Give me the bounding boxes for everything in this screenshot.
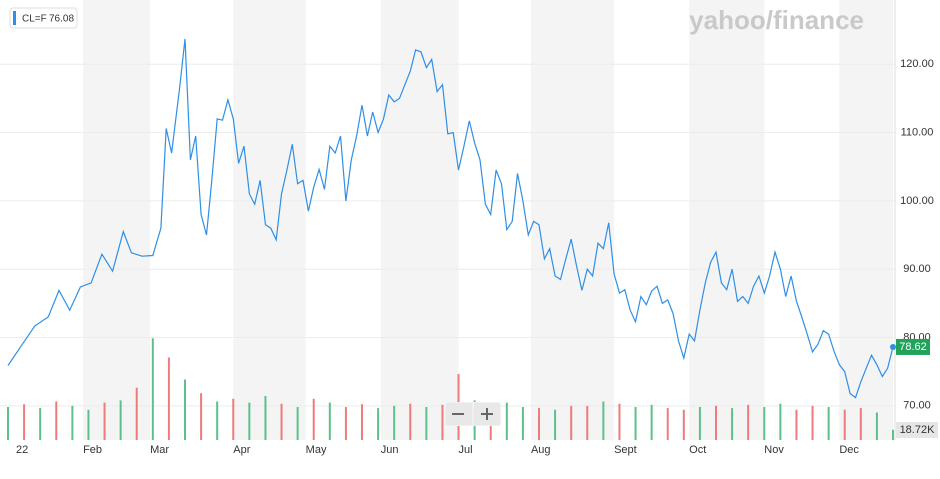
volume-bar <box>811 405 814 440</box>
volume-bar <box>344 407 347 440</box>
x-tick-label: Jun <box>381 444 399 456</box>
volume-bar <box>554 409 557 440</box>
quote-box <box>9 7 78 29</box>
volume-bar <box>7 407 9 440</box>
y-tick-label: 120.00 <box>900 58 934 70</box>
volume-bar <box>23 404 26 440</box>
volume-bar <box>184 379 186 440</box>
volume-bar <box>892 429 894 440</box>
volume-bar <box>71 405 74 440</box>
volume-bar <box>602 401 605 440</box>
volume-bar <box>167 357 170 440</box>
volume-bar <box>618 403 621 440</box>
volume-bar <box>441 404 444 440</box>
volume-bar <box>795 409 798 440</box>
x-tick-label: Mar <box>150 444 169 456</box>
volume-bar <box>103 402 106 440</box>
month-band <box>233 0 306 440</box>
volume-bar <box>87 409 90 440</box>
volume-bar <box>666 408 669 440</box>
volume-bar <box>859 408 862 440</box>
volume-bar <box>586 405 589 440</box>
labels: 22 Feb Mar Apr May Jun Jul Aug Sept Oct Nov Dec 70.0… <box>16 58 938 456</box>
volume-bar <box>409 403 412 440</box>
volume-bar <box>698 407 701 440</box>
volume-bar <box>328 402 331 440</box>
volume-bar <box>521 407 524 440</box>
volume-bar <box>200 393 203 440</box>
volume-bar <box>280 403 283 440</box>
volume-bar <box>843 409 846 440</box>
volume-bar <box>151 338 154 440</box>
price-line <box>7 38 894 399</box>
x-tick-label: Nov <box>764 444 784 456</box>
volume-bar <box>747 404 750 440</box>
y-tick-label: 110.00 <box>901 126 934 138</box>
volume-bar <box>296 407 299 440</box>
volume-bar <box>39 408 42 440</box>
volume-bar <box>875 412 878 440</box>
volume-bar <box>393 405 396 440</box>
quote-symbol: CL=F <box>22 14 47 25</box>
x-tick-label: 22 <box>16 444 28 456</box>
month-bands <box>83 0 893 440</box>
volume-bar <box>361 404 363 440</box>
month-band <box>83 0 151 440</box>
volume-tag <box>896 422 938 438</box>
volume-bar <box>312 398 315 440</box>
volume-bar <box>634 407 637 440</box>
volume-bar <box>425 407 428 440</box>
volume-bar <box>570 405 573 440</box>
x-tick-label: Dec <box>839 444 859 456</box>
y-tick-label: 90.00 <box>903 263 931 275</box>
last-price-tag <box>896 338 930 355</box>
volume-bar <box>264 396 267 440</box>
volume-bar <box>135 387 138 440</box>
last-point <box>890 343 896 350</box>
zoom-in[interactable] <box>474 403 500 425</box>
quote-marker <box>13 11 16 25</box>
x-tick-label: Aug <box>531 444 551 456</box>
month-band <box>530 0 615 440</box>
last-price-label: 78.62 <box>899 341 927 353</box>
volume-bar <box>538 408 540 440</box>
y-tick-label: 100.00 <box>900 195 934 207</box>
volume-bar <box>682 409 685 440</box>
volume-bar <box>119 400 122 440</box>
volume-bar <box>505 402 508 440</box>
volume-bar <box>779 403 782 440</box>
volume-bar <box>650 404 653 440</box>
x-tick-label: Apr <box>233 444 250 456</box>
volume-bar <box>715 405 717 440</box>
x-tick-label: May <box>306 444 327 456</box>
volume-bar <box>731 408 734 440</box>
volume-bar <box>232 398 235 440</box>
volume-bar <box>55 401 58 440</box>
volume-bar <box>216 401 219 440</box>
volume-bar <box>377 408 380 440</box>
volume-bar <box>827 407 830 440</box>
price <box>7 38 894 399</box>
quote-price: 76.08 <box>49 14 74 25</box>
zoom-out[interactable] <box>446 403 472 425</box>
month-band <box>689 0 765 440</box>
x-tick-label: Sept <box>614 444 637 456</box>
x-tick-label: Feb <box>83 444 102 456</box>
brand-logo: yahoo/finance <box>689 5 864 35</box>
month-band <box>839 0 893 440</box>
x-tick-label: Oct <box>689 444 706 456</box>
month-band <box>380 0 459 440</box>
x-tick-label: Jul <box>459 444 473 456</box>
volume-bar <box>248 402 251 440</box>
volume-bar <box>763 407 766 440</box>
volume <box>7 338 894 440</box>
y-tick-label: 70.00 <box>903 400 931 412</box>
volume-label: 18.72K <box>900 424 936 436</box>
